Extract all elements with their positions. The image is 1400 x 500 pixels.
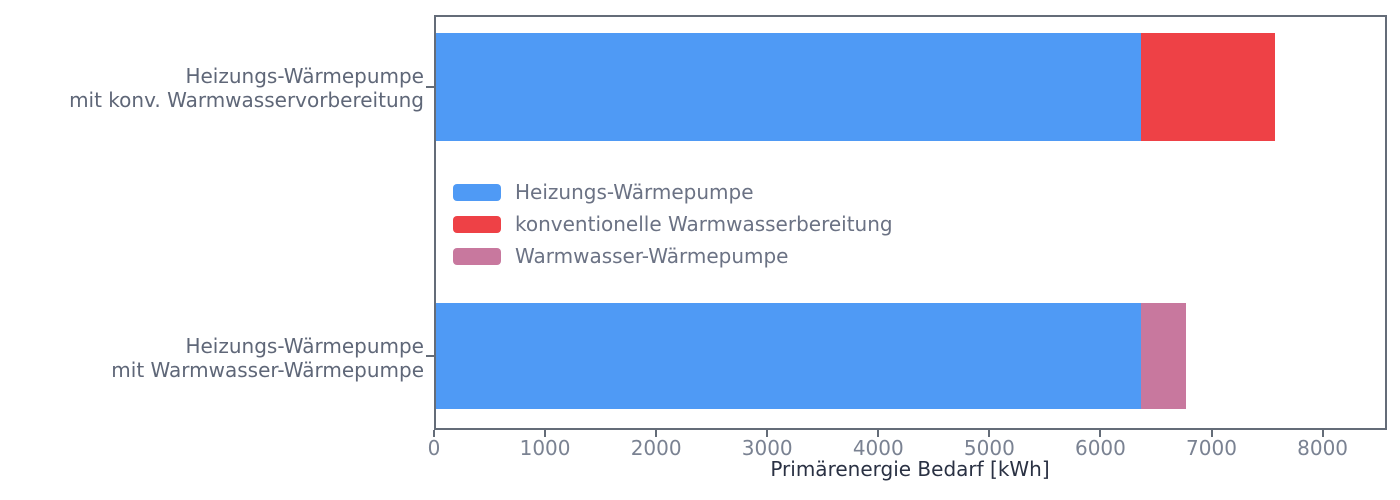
- x-tick-label: 2000: [630, 436, 682, 460]
- x-axis-tick: [655, 430, 658, 437]
- bar-segment: [436, 303, 1142, 409]
- x-axis-tick: [988, 430, 991, 437]
- x-axis-tick: [433, 430, 435, 437]
- x-tick-label: 5000: [963, 436, 1015, 460]
- bar-segment: [1141, 303, 1186, 409]
- x-axis-tick: [877, 430, 880, 437]
- chart-legend: Heizungs-Wärmepumpe konventionelle Warmwa…: [453, 180, 893, 268]
- x-tick-label: 8000: [1297, 436, 1349, 460]
- x-axis-title: Primärenergie Bedarf [kWh]: [770, 457, 1050, 481]
- y-axis-category-label: Heizungs-Wärmepumpe mit Warmwasser-Wärme…: [111, 334, 424, 382]
- legend-swatch: [453, 247, 501, 265]
- y-axis-tick: [426, 86, 434, 88]
- x-axis-tick: [544, 430, 547, 437]
- bar-segment: [1141, 33, 1275, 141]
- x-tick-label: 6000: [1074, 436, 1126, 460]
- y-axis-category-label: Heizungs-Wärmepumpe mit konv. Warmwasser…: [69, 64, 424, 112]
- legend-item: Warmwasser-Wärmepumpe: [453, 244, 893, 268]
- x-tick-label: 7000: [1186, 436, 1237, 460]
- x-tick-label: 3000: [741, 436, 793, 460]
- legend-item: konventionelle Warmwasserbereitung: [453, 212, 893, 236]
- legend-swatch: [453, 215, 501, 233]
- x-axis-tick: [1321, 430, 1324, 437]
- x-axis-tick: [766, 430, 769, 437]
- legend-swatch: [453, 183, 501, 201]
- y-axis-tick: [426, 355, 434, 357]
- legend-item: Heizungs-Wärmepumpe: [453, 180, 893, 204]
- legend-label: Heizungs-Wärmepumpe: [515, 180, 754, 204]
- bar-segment: [436, 33, 1142, 141]
- legend-label: konventionelle Warmwasserbereitung: [515, 212, 893, 236]
- x-tick-label: 0: [427, 436, 441, 460]
- x-tick-label: 4000: [852, 436, 904, 460]
- x-axis-tick: [1210, 430, 1213, 437]
- legend-label: Warmwasser-Wärmepumpe: [515, 244, 789, 268]
- x-axis-tick: [1099, 430, 1102, 437]
- x-tick-label: 1000: [519, 436, 571, 460]
